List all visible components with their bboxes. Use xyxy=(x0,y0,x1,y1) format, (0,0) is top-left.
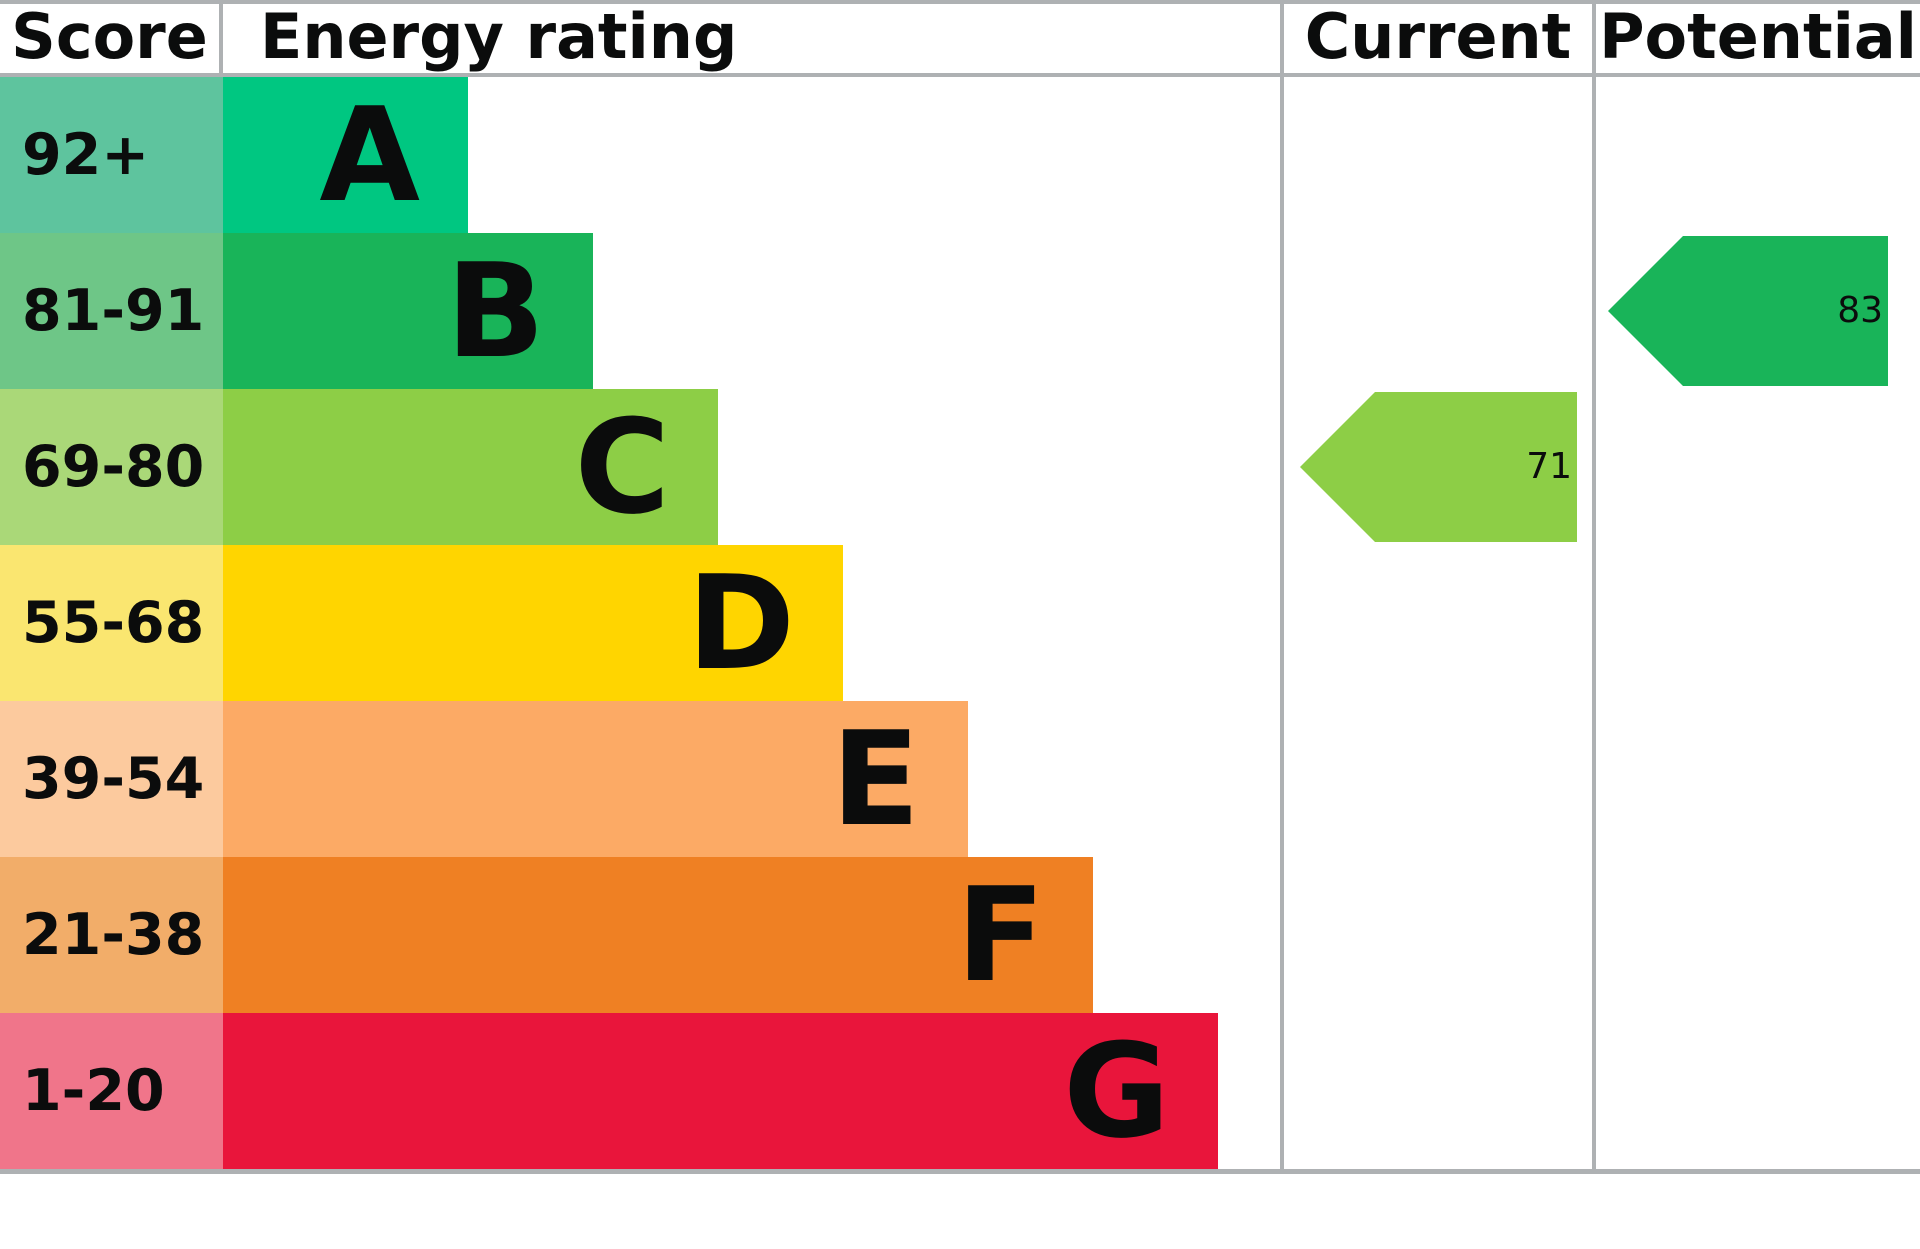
band-score-range: 21-38 xyxy=(0,857,223,1013)
band-score-range: 81-91 xyxy=(0,233,223,389)
band-row-d: 55-68 D xyxy=(0,545,1920,701)
current-rating-value: 71 xyxy=(1526,446,1572,487)
band-score-range: 92+ xyxy=(0,77,223,233)
current-column-divider xyxy=(1280,4,1284,1169)
column-header-score: Score xyxy=(11,0,208,73)
band-bar-b: B xyxy=(223,233,593,389)
band-row-e: 39-54 E xyxy=(0,701,1920,857)
header-bottom-border xyxy=(0,73,1920,77)
column-header-current: Current xyxy=(1304,0,1572,73)
band-bar-f: F xyxy=(223,857,1093,1013)
band-bar-d: D xyxy=(223,545,843,701)
band-bar-a: A xyxy=(223,77,468,233)
table-top-border xyxy=(0,0,1920,4)
score-column-divider xyxy=(219,4,223,73)
band-row-a: 92+ A xyxy=(0,77,1920,233)
band-bar-g: G xyxy=(223,1013,1218,1169)
band-score-range: 39-54 xyxy=(0,701,223,857)
band-score-range: 69-80 xyxy=(0,389,223,545)
column-header-potential: Potential xyxy=(1599,0,1917,73)
band-row-f: 21-38 F xyxy=(0,857,1920,1013)
band-bar-e: E xyxy=(223,701,968,857)
table-bottom-border xyxy=(0,1169,1920,1174)
band-score-range: 1-20 xyxy=(0,1013,223,1169)
band-score-range: 55-68 xyxy=(0,545,223,701)
potential-rating-value: 83 xyxy=(1837,290,1883,331)
band-bar-c: C xyxy=(223,389,718,545)
band-row-g: 1-20 G xyxy=(0,1013,1920,1169)
band-row-c: 69-80 C xyxy=(0,389,1920,545)
band-rows: 92+ A 81-91 B 69-80 C 55-68 D 39-54 E 21-38 F 1-20 G xyxy=(0,77,1920,1169)
potential-column-divider xyxy=(1592,4,1596,1169)
band-row-b: 81-91 B xyxy=(0,233,1920,389)
column-header-energy-rating: Energy rating xyxy=(260,0,738,73)
